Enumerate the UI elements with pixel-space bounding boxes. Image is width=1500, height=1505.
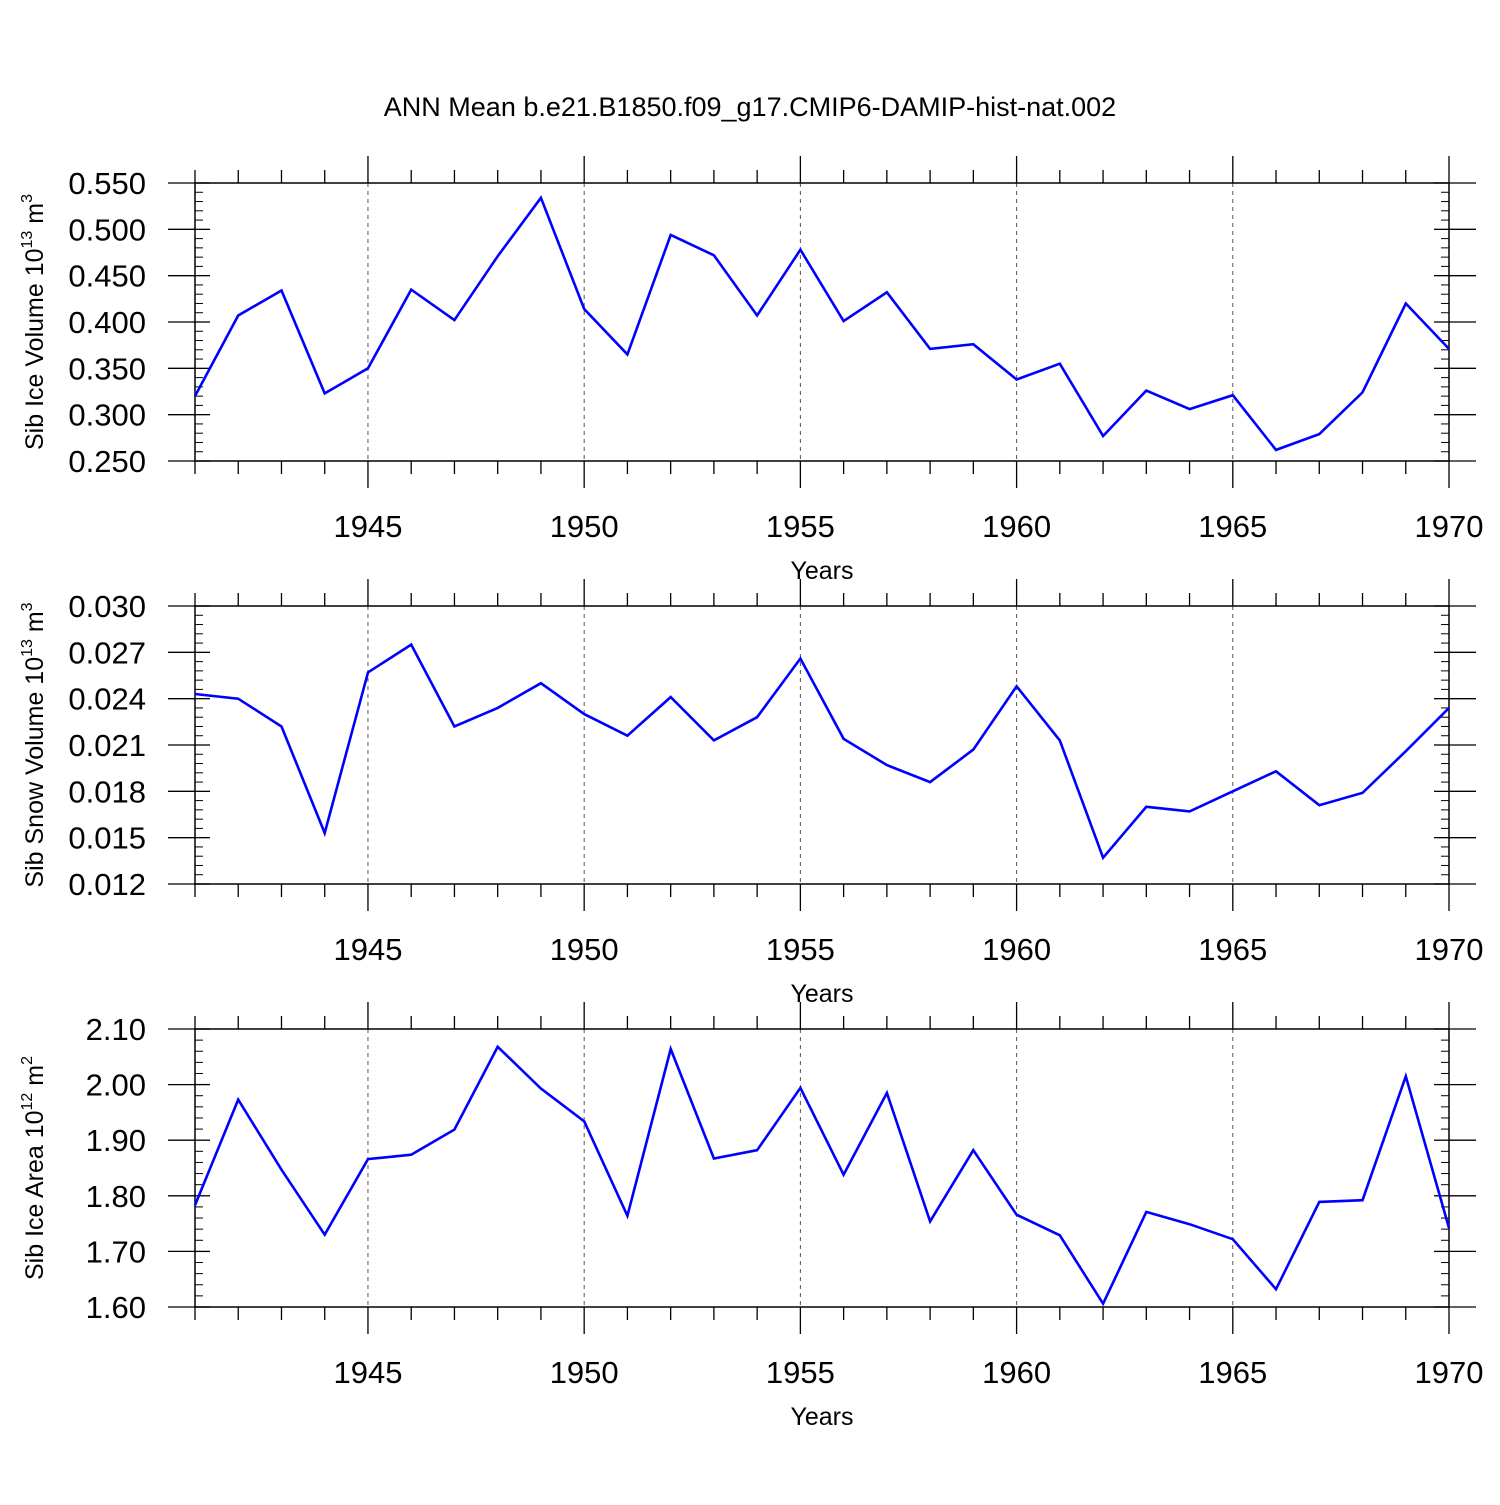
series-line-1 (193, 1044, 1451, 1307)
y-tick-label: 0.350 (68, 351, 146, 386)
x-tick-label: 1950 (550, 932, 619, 967)
y-tick-label: 0.018 (68, 774, 146, 809)
x-tick-label: 1955 (766, 1355, 835, 1390)
x-tick-label: 1970 (1415, 1355, 1484, 1390)
y-tick-label: 0.450 (68, 259, 146, 294)
y-tick-label: 0.550 (68, 166, 146, 201)
y-axis-label-superscript: 13 (19, 231, 36, 249)
y-axis-label-part: m (21, 203, 49, 231)
x-tick-label: 1950 (550, 509, 619, 544)
y-tick-label: 1.60 (86, 1290, 146, 1325)
y-tick-label: 1.90 (86, 1123, 146, 1158)
x-tick-label: 1960 (982, 932, 1051, 967)
series-line-1 (194, 642, 1450, 861)
x-tick-label: 1970 (1415, 932, 1484, 967)
y-axis-label: Sib Ice Area 1012 m2 (19, 1056, 49, 1280)
x-tick-label: 1945 (333, 1355, 402, 1390)
x-tick-label: 1945 (333, 509, 402, 544)
y-tick-label: 0.021 (68, 728, 146, 763)
x-tick-label: 1960 (982, 509, 1051, 544)
plot-frame (194, 1028, 1450, 1308)
y-axis-label-superscript: 3 (19, 602, 36, 611)
plot-frame (194, 182, 1450, 462)
y-tick-label: 0.015 (68, 821, 146, 856)
y-tick-label: 0.024 (68, 682, 146, 717)
chart-panel-3: 1.60 1.70 1.80 1.90 2.00 2.10 1945 1950 1955 1960… (19, 1002, 1483, 1431)
y-axis-label-superscript: 12 (19, 1093, 36, 1111)
y-tick-label: 0.027 (68, 635, 146, 670)
x-tick-label: 1965 (1198, 1355, 1267, 1390)
y-tick-label: 2.00 (86, 1068, 146, 1103)
series-line-1 (193, 195, 1450, 452)
y-axis-label: Sib Ice Volume 1013 m3 (19, 194, 49, 450)
y-tick-label: 2.10 (86, 1012, 146, 1047)
chart-panel-2: 0.012 0.015 0.018 0.021 0.024 0.027 0.030 1945 1… (19, 579, 1483, 1008)
x-tick-label: 1955 (766, 932, 835, 967)
y-axis-label-part: m (21, 1065, 49, 1093)
y-tick-label: 1.80 (86, 1179, 146, 1214)
y-axis-label: Sib Snow Volume 1013 m3 (19, 602, 49, 887)
y-axis-label-part: m (21, 611, 49, 639)
x-tick-label: 1945 (333, 932, 402, 967)
x-tick-label: 1950 (550, 1355, 619, 1390)
x-tick-label: 1970 (1415, 509, 1484, 544)
x-tick-label: 1965 (1198, 509, 1267, 544)
y-axis-label-superscript: 2 (19, 1056, 36, 1065)
x-axis-label: Years (790, 1403, 853, 1431)
x-tick-label: 1955 (766, 509, 835, 544)
chart-title: ANN Mean b.e21.B1850.f09_g17.CMIP6-DAMIP… (383, 92, 1117, 122)
y-tick-label: 0.300 (68, 398, 146, 433)
y-tick-label: 1.70 (86, 1234, 146, 1269)
y-axis-label-superscript: 3 (19, 194, 36, 203)
y-tick-label: 0.500 (68, 212, 146, 247)
x-tick-label: 1960 (982, 1355, 1051, 1390)
y-tick-label: 0.400 (68, 305, 146, 340)
y-tick-label: 0.030 (68, 589, 146, 624)
y-axis-label-part: Sib Snow Volume 10 (21, 657, 49, 888)
y-axis-label-part: Sib Ice Area 10 (21, 1110, 49, 1280)
plot-frame (194, 605, 1450, 885)
y-tick-label: 0.250 (68, 444, 146, 479)
y-axis-label-superscript: 13 (19, 639, 36, 657)
chart-panel-1: 0.250 0.300 0.350 0.400 0.450 0.500 0.550 1945 1… (19, 156, 1483, 585)
x-tick-label: 1965 (1198, 932, 1267, 967)
y-tick-label: 0.012 (68, 867, 146, 902)
y-axis-label-part: Sib Ice Volume 10 (21, 248, 49, 450)
